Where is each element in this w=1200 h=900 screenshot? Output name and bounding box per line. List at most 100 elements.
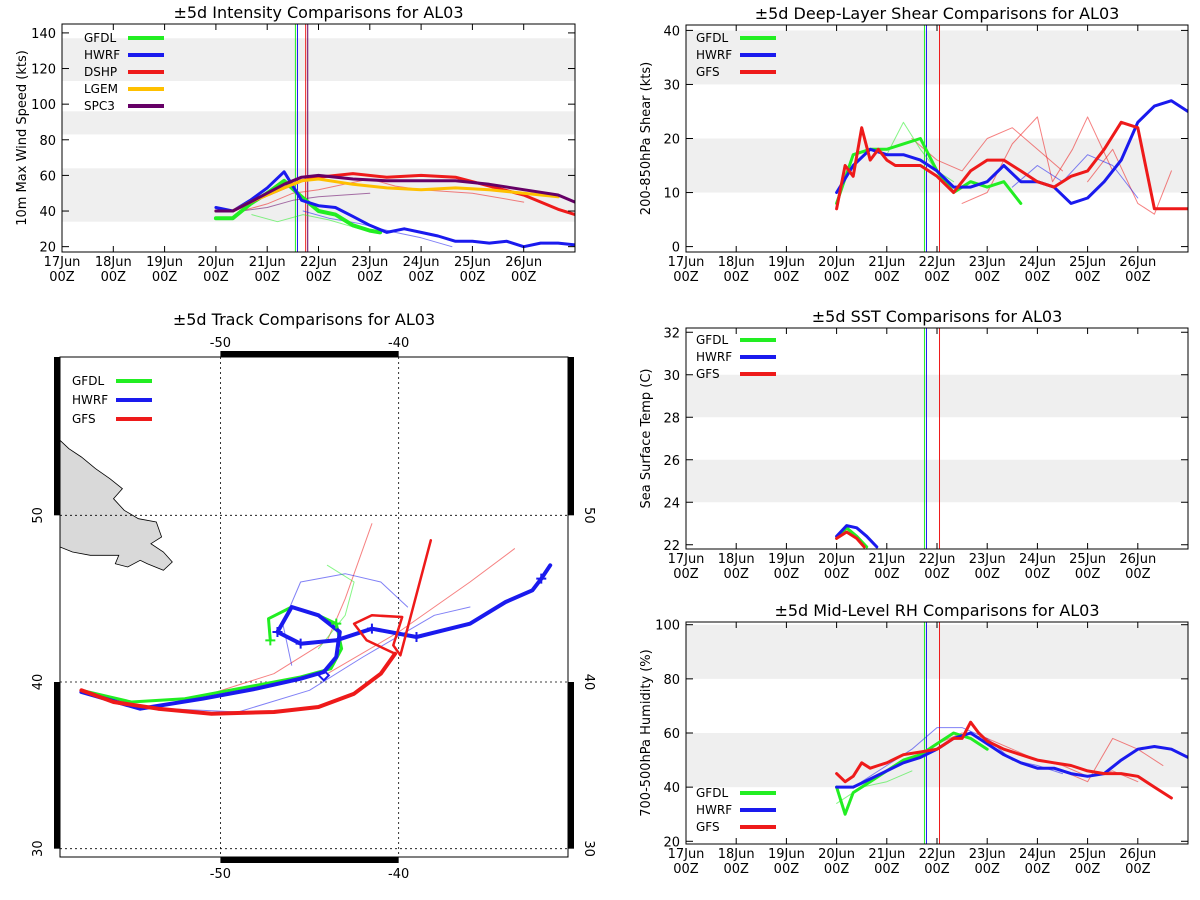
shear-x-tick-label-day: 25Jun [1069, 255, 1106, 270]
rh-y-tick-label: 80 [663, 673, 680, 688]
shear-series-hwrf [835, 99, 1188, 205]
track-x-tick-label-bottom: -40 [388, 867, 409, 882]
rh-series-hwrf [835, 731, 1188, 789]
rh-x-tick-label-hour: 00Z [723, 862, 749, 877]
sst-x-tick-label-hour: 00Z [1025, 567, 1051, 582]
track-chart-title: ±5d Track Comparisons for AL03 [173, 310, 435, 329]
sst-x-tick-label-day: 26Jun [1119, 552, 1156, 567]
shear-series-gfs-thin-1 [911, 127, 1063, 172]
sst-x-tick-label-hour: 00Z [774, 567, 800, 582]
sst-x-tick-label-hour: 00Z [874, 567, 900, 582]
sst-x-tick-label-hour: 00Z [824, 567, 850, 582]
track-gfdl-marker [265, 635, 276, 646]
track-hwrf-marker [536, 573, 547, 584]
track-legend-label: GFDL [72, 374, 104, 388]
rh-series-gfs [835, 720, 1173, 800]
rh-shade-band [686, 733, 1188, 788]
shear-x-tick-label-day: 17Jun [668, 255, 705, 270]
rh-y-tick-label: 40 [663, 781, 680, 796]
intensity-x-tick-label-day: 21Jun [249, 255, 286, 270]
shear-x-tick-label-hour: 00Z [673, 270, 699, 285]
intensity-y-tick-label: 40 [39, 205, 56, 220]
sst-y-axis-label: Sea Surface Temp (C) [639, 368, 654, 508]
sst-x-tick-label-day: 25Jun [1069, 552, 1106, 567]
intensity-x-tick-label-hour: 00Z [101, 270, 127, 285]
intensity-y-tick-label: 100 [31, 98, 56, 113]
sst-y-tick-label: 26 [663, 454, 680, 469]
shear-legend-label: HWRF [696, 48, 732, 62]
rh-x-tick-label-hour: 00Z [874, 862, 900, 877]
shear-y-tick-label: 20 [663, 133, 680, 148]
shear-series-hwrf-thin [1011, 154, 1139, 199]
intensity-legend-label: LGEM [84, 82, 118, 96]
shear-x-tick-label-hour: 00Z [824, 270, 850, 285]
intensity-y-tick-label: 60 [39, 169, 56, 184]
shear-y-axis-label: 200-850hPa Shear (kts) [639, 62, 654, 215]
track-legend-label: HWRF [72, 393, 108, 407]
intensity-x-tick-label-day: 22Jun [300, 255, 337, 270]
sst-series-gfs [835, 530, 866, 549]
intensity-series-spc3 [214, 173, 575, 213]
rh-x-tick-label-hour: 00Z [1125, 862, 1151, 877]
rh-y-tick-label: 60 [663, 727, 680, 742]
sst-x-tick-label-day: 23Jun [969, 552, 1006, 567]
rh-x-tick-label-hour: 00Z [1025, 862, 1051, 877]
track-y-tick-label-right: 30 [581, 840, 596, 857]
track-x-tick-label-bottom: -50 [210, 867, 231, 882]
rh-x-tick-label-hour: 00Z [924, 862, 950, 877]
intensity-x-tick-label-day: 25Jun [454, 255, 491, 270]
sst-panel: 22242628303217Jun00Z18Jun00Z19Jun00Z20Ju… [639, 307, 1189, 582]
shear-x-tick-label-day: 21Jun [868, 255, 905, 270]
shear-x-tick-label-hour: 00Z [974, 270, 1000, 285]
intensity-x-tick-label-hour: 00Z [49, 270, 75, 285]
shear-x-tick-label-day: 19Jun [768, 255, 805, 270]
shear-series-gfs [835, 120, 1188, 211]
track-panel: -50 -50 -40 -40 30 30 40 40 50 50 ±5d Track Compar… [31, 310, 596, 882]
shear-series-gfs-thin-3 [1087, 148, 1172, 215]
sst-x-tick-label-hour: 00Z [723, 567, 749, 582]
intensity-y-tick-label: 20 [39, 241, 56, 256]
rh-x-tick-label-day: 23Jun [969, 847, 1006, 862]
track-border-bar [568, 682, 574, 849]
intensity-y-tick-label: 120 [31, 63, 56, 78]
track-hwrf-marker [411, 632, 422, 642]
track-border-bar [220, 857, 399, 863]
intensity-x-tick-label-day: 17Jun [44, 255, 81, 270]
rh-x-tick-label-day: 21Jun [868, 847, 905, 862]
intensity-series-hwrf [214, 170, 575, 249]
track-hwrf-marker [272, 627, 283, 637]
rh-x-tick-label-day: 25Jun [1069, 847, 1106, 862]
track-series-gfdl [79, 605, 344, 704]
rh-x-tick-label-day: 17Jun [668, 847, 705, 862]
intensity-x-tick-label-day: 26Jun [505, 255, 542, 270]
track-x-tick-label-top: -40 [388, 336, 409, 351]
intensity-legend-label: HWRF [84, 48, 120, 62]
track-gfdl-marker [331, 618, 342, 629]
shear-x-tick-label-day: 20Jun [818, 255, 855, 270]
track-series-hwrf-thin [130, 606, 471, 713]
rh-x-tick-label-hour: 00Z [673, 862, 699, 877]
sst-x-tick-label-day: 18Jun [718, 552, 755, 567]
intensity-x-tick-label-hour: 00Z [254, 270, 280, 285]
track-border-bar [220, 351, 399, 357]
intensity-y-tick-label: 80 [39, 134, 56, 149]
intensity-legend-label: GFDL [84, 31, 116, 45]
rh-legend-label: GFDL [696, 786, 728, 800]
intensity-x-tick-label-day: 20Jun [197, 255, 234, 270]
shear-x-tick-label-day: 24Jun [1019, 255, 1056, 270]
rh-legend-label: GFS [696, 820, 720, 834]
intensity-x-tick-label-hour: 00Z [460, 270, 486, 285]
track-map-frame [59, 356, 569, 858]
shear-x-tick-label-day: 26Jun [1119, 255, 1156, 270]
rh-legend-label: HWRF [696, 803, 732, 817]
shear-x-tick-label-hour: 00Z [1075, 270, 1101, 285]
intensity-x-tick-label-hour: 00Z [203, 270, 229, 285]
intensity-y-tick-label: 140 [31, 27, 56, 42]
sst-x-tick-label-hour: 00Z [1075, 567, 1101, 582]
sst-y-tick-label: 24 [663, 496, 680, 511]
rh-x-tick-label-hour: 00Z [974, 862, 1000, 877]
intensity-shade-band [62, 38, 575, 81]
shear-y-tick-label: 0 [672, 241, 680, 256]
shear-x-tick-label-day: 23Jun [969, 255, 1006, 270]
rh-x-tick-label-hour: 00Z [1075, 862, 1101, 877]
